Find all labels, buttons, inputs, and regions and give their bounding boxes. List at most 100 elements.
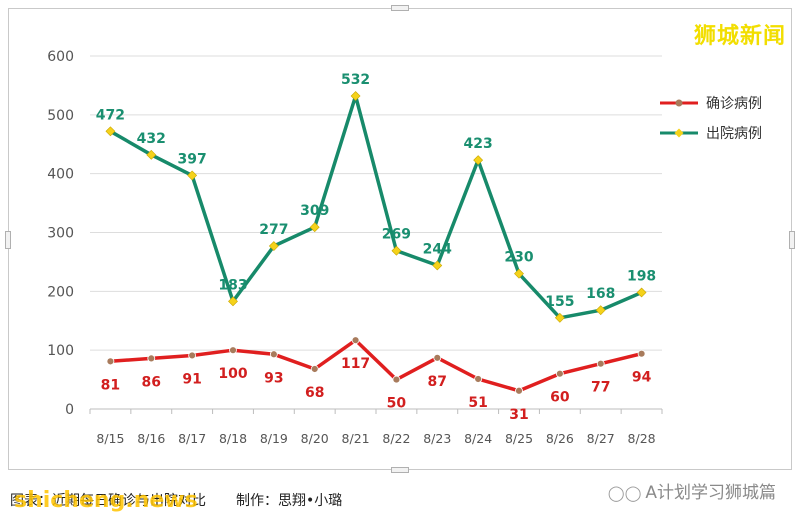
series-lines	[105, 91, 647, 395]
data-point	[554, 312, 565, 323]
data-point	[106, 357, 115, 366]
data-label: 183	[218, 277, 247, 293]
x-tick-label: 8/17	[178, 431, 206, 446]
data-point	[474, 375, 483, 383]
series-line-1	[109, 94, 643, 320]
y-tick-label: 300	[47, 226, 74, 242]
chart-caption: 图表：近期每日确诊与出院对比 制作：思翔•小璐	[10, 490, 342, 510]
resize-handle-top[interactable]	[391, 5, 409, 11]
data-label: 198	[627, 269, 656, 285]
x-tick-label: 8/21	[342, 431, 370, 446]
footer: 图表：近期每日确诊与出院对比 制作：思翔•小璐 shicheng.news ◯◯ A…	[0, 476, 800, 520]
data-label: 532	[341, 72, 370, 88]
y-tick-label: 0	[65, 402, 74, 418]
x-tick-label: 8/27	[587, 431, 615, 446]
data-point	[555, 369, 564, 378]
data-label: 31	[509, 407, 528, 423]
y-tick-label: 600	[47, 49, 74, 65]
data-point	[637, 349, 646, 358]
data-point	[269, 350, 278, 359]
data-label: 51	[468, 395, 487, 411]
data-label: 117	[341, 356, 370, 372]
x-tick-label: 8/26	[546, 431, 574, 446]
y-tick-label: 100	[47, 343, 74, 359]
data-label: 86	[142, 374, 161, 390]
account-name: A计划学习狮城篇	[645, 483, 776, 503]
data-label: 155	[545, 294, 574, 310]
data-label: 168	[586, 286, 615, 302]
data-point	[596, 359, 605, 368]
y-tick-label: 400	[47, 167, 74, 183]
data-point	[229, 346, 237, 355]
account-watermark: ◯◯ A计划学习狮城篇	[608, 478, 776, 503]
line-chart: 0 100 200 300 400 500 600 8/15 8/16 8/17 8/18 8/19 8…	[47, 49, 762, 446]
data-point	[595, 305, 606, 316]
legend-marker	[674, 128, 684, 138]
caption-maker: 制作：思翔•小璐	[236, 493, 343, 509]
data-point	[187, 170, 198, 181]
x-tick-label: 8/16	[137, 431, 165, 446]
data-point	[392, 375, 401, 384]
data-point	[188, 351, 197, 360]
wechat-icon: ◯◯	[607, 484, 642, 502]
data-point	[391, 245, 402, 256]
data-label: 432	[137, 131, 166, 147]
resize-handle-right[interactable]	[789, 231, 795, 249]
data-point	[310, 365, 319, 373]
site-watermark: shicheng.news	[14, 488, 198, 513]
axes: 0 100 200 300 400 500 600 8/15 8/16 8/17 8/18 8/19 8…	[47, 49, 663, 446]
brand-logo: 狮城新闻	[693, 24, 786, 49]
data-point	[268, 241, 279, 251]
data-point	[351, 336, 360, 345]
data-label: 94	[632, 370, 652, 386]
legend-marker	[675, 99, 683, 107]
x-tick-label: 8/15	[96, 431, 124, 446]
data-label: 423	[464, 136, 493, 152]
data-label: 81	[101, 377, 120, 393]
data-label: 77	[591, 380, 610, 396]
y-tick-label: 500	[47, 108, 74, 124]
data-point	[515, 386, 523, 395]
data-point	[228, 296, 238, 307]
data-label: 60	[550, 390, 570, 406]
data-label: 93	[264, 370, 283, 386]
data-point	[514, 268, 524, 279]
x-tick-label: 8/23	[423, 431, 451, 446]
grid-lines	[90, 55, 662, 351]
resize-handle-bottom[interactable]	[391, 467, 409, 473]
data-label: 87	[428, 374, 447, 390]
data-point	[636, 287, 647, 298]
x-tick-label: 8/22	[382, 431, 410, 446]
legend-label: 确诊病例	[706, 96, 762, 112]
data-label: 269	[382, 227, 411, 243]
legend-label: 出院病例	[706, 126, 762, 142]
data-point	[309, 222, 320, 233]
data-label: 100	[218, 366, 247, 382]
data-label: 472	[96, 107, 125, 123]
data-point	[473, 155, 484, 166]
data-label: 309	[300, 203, 329, 219]
series-line-0	[110, 338, 643, 393]
y-tick-label: 200	[47, 284, 74, 300]
data-label: 230	[504, 250, 533, 266]
data-label: 68	[305, 385, 324, 401]
chart-frame	[5, 5, 795, 473]
data-label: 277	[259, 222, 288, 238]
x-tick-label: 8/20	[301, 431, 329, 446]
x-tick-label: 8/28	[628, 431, 656, 446]
data-point	[433, 353, 442, 362]
data-point	[432, 260, 443, 271]
data-point	[146, 149, 157, 160]
x-tick-label: 8/24	[464, 431, 492, 446]
data-label: 397	[178, 151, 207, 167]
data-label: 91	[182, 371, 201, 387]
x-tick-label: 8/25	[505, 431, 533, 446]
caption-text: 图表：近期每日确诊与出院对比	[10, 493, 206, 509]
data-labels: 81 86 91 100 93 68 117 50 87 51 31 60 77 94 472 432 397 1…	[96, 72, 656, 423]
data-label: 244	[423, 241, 452, 257]
resize-handle-left[interactable]	[5, 231, 11, 249]
data-point	[350, 91, 361, 101]
data-label: 50	[387, 396, 407, 412]
x-tick-label: 8/18	[219, 431, 247, 446]
